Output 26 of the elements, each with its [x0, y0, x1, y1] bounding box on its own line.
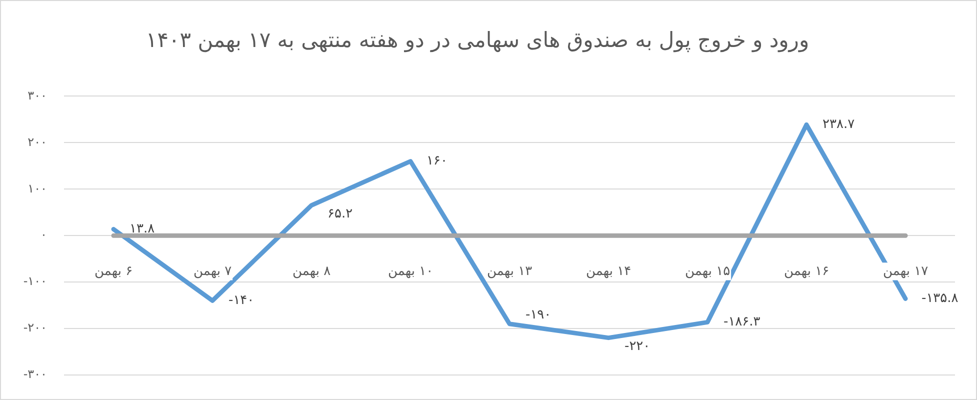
- data-label: ۶۵.۲: [328, 206, 353, 222]
- data-label: ۱۳.۸: [130, 222, 155, 237]
- data-label: ۱۶۰: [426, 154, 448, 169]
- data-label: -۱۴۰: [228, 293, 254, 308]
- chart-title: ورود و خروج پول به صندوق های سهامی در دو هفته منتهی به ۱۷ بهمن ۱۴۰۳: [146, 28, 810, 54]
- data-label: -۱۳۵.۸: [922, 291, 958, 306]
- y-tick-label: ۱۰۰: [28, 181, 47, 196]
- data-label: -۱۹۰: [526, 307, 552, 322]
- data-label: -۲۲۰: [624, 339, 650, 354]
- x-tick-label: ۱۴ بهمن: [586, 264, 632, 279]
- x-tick-label: ۱۷ بهمن: [882, 264, 928, 279]
- x-tick-label: ۱۳ بهمن: [486, 264, 532, 279]
- x-tick-label: ۱۶ بهمن: [784, 264, 830, 279]
- data-label: ۲۳۸.۷: [822, 117, 855, 132]
- y-tick-label: -۳۰۰: [23, 367, 47, 382]
- y-tick-label: ۰: [40, 228, 47, 242]
- x-tick-label: ۸ بهمن: [292, 264, 331, 279]
- data-label: -۱۸۶.۳: [724, 314, 760, 330]
- y-tick-label: -۱۰۰: [23, 274, 47, 288]
- y-tick-label: ۳۰۰: [28, 88, 47, 102]
- x-tick-label: ۶ بهمن: [94, 264, 133, 279]
- y-tick-label: -۲۰۰: [23, 320, 47, 335]
- x-tick-label: ۱۵ بهمن: [684, 264, 730, 279]
- x-tick-label: ۷ بهمن: [193, 264, 232, 279]
- y-tick-label: ۲۰۰: [28, 134, 47, 149]
- x-tick-label: ۱۰ بهمن: [388, 264, 434, 279]
